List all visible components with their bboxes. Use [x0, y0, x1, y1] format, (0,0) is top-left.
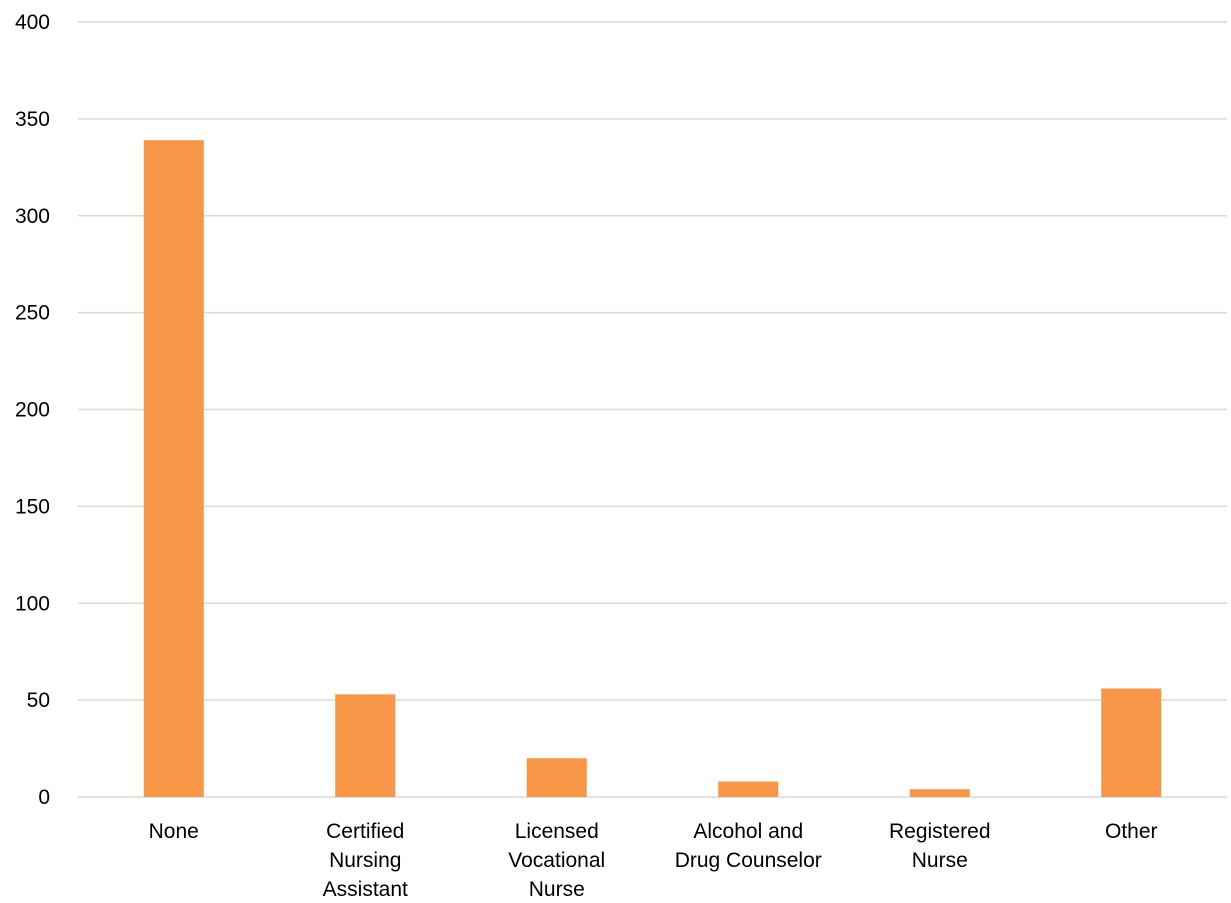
x-category-label-line: Other: [1105, 820, 1158, 843]
x-category-label-0: None: [149, 820, 199, 843]
x-category-label-line: Drug Counselor: [675, 849, 822, 872]
bar-5: [1101, 688, 1162, 797]
x-category-label-1: Certified Nursing Assistant: [323, 820, 408, 901]
y-tick-label-0: 0: [38, 786, 50, 809]
bar-4: [909, 789, 970, 797]
x-category-label-line: Licensed: [515, 820, 599, 843]
x-axis-category-labels: None Certified Nursing Assistant Licensed Voc…: [149, 820, 1158, 901]
x-category-label-2: Licensed Vocational Nurse: [508, 820, 605, 901]
bar-0: [143, 140, 204, 797]
x-category-label-line: Nurse: [529, 878, 585, 901]
y-tick-label-250: 250: [15, 302, 50, 325]
bar-1: [335, 694, 396, 797]
y-tick-label-50: 50: [27, 689, 50, 712]
x-category-label-5: Other: [1105, 820, 1158, 843]
x-category-label-line: Certified: [326, 820, 404, 843]
x-category-label-line: Alcohol and: [693, 820, 803, 843]
y-tick-label-400: 400: [15, 11, 50, 34]
y-tick-label-300: 300: [15, 205, 50, 228]
bar-3: [718, 781, 779, 797]
bars: [143, 140, 1162, 797]
y-tick-label-150: 150: [15, 495, 50, 518]
x-category-label-line: Registered: [889, 820, 991, 843]
x-category-label-line: Assistant: [323, 878, 408, 901]
y-tick-label-350: 350: [15, 108, 50, 131]
y-axis-tick-labels: 0 50 100 150 200 250 300 350 400: [15, 11, 50, 809]
y-tick-label-200: 200: [15, 399, 50, 422]
y-tick-label-100: 100: [15, 592, 50, 615]
x-category-label-line: Nursing: [329, 849, 401, 872]
x-category-label-4: Registered Nurse: [889, 820, 991, 872]
x-category-label-line: Nurse: [912, 849, 968, 872]
x-category-label-line: None: [149, 820, 199, 843]
bar-2: [526, 758, 587, 797]
x-category-label-3: Alcohol and Drug Counselor: [675, 820, 822, 872]
x-category-label-line: Vocational: [508, 849, 605, 872]
gridlines: [78, 21, 1227, 798]
